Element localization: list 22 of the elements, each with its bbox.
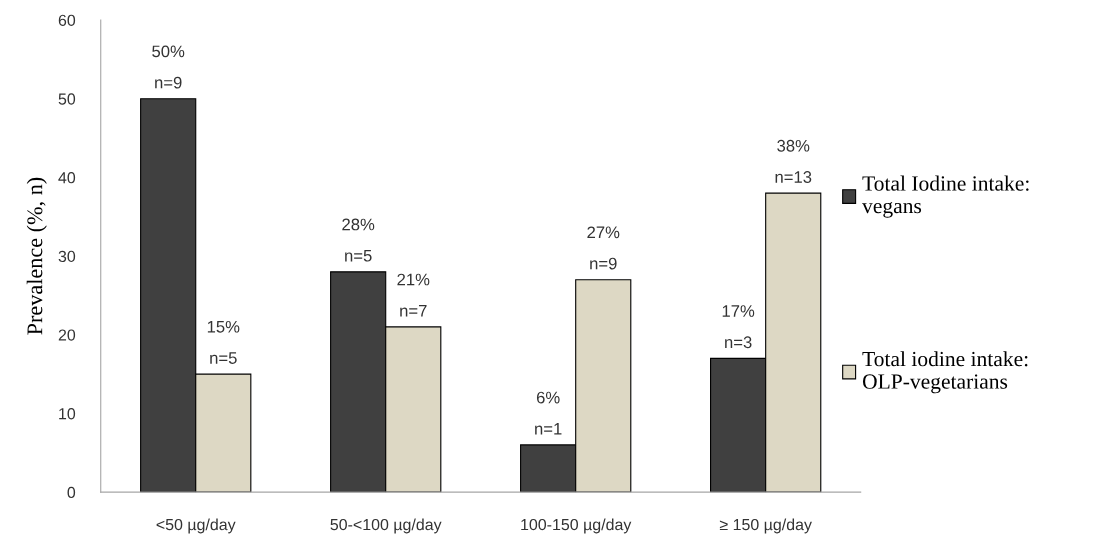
y-tick-label: 30 (58, 250, 76, 263)
data-label: 50% n=9 (152, 45, 185, 89)
data-label: 38% n=13 (775, 139, 812, 183)
y-axis-title: Prevalence (%, n) (26, 177, 47, 335)
data-label: 27% n=9 (587, 226, 620, 270)
data-label: 28% n=5 (342, 218, 375, 262)
y-tick-label: 0 (67, 486, 76, 499)
x-tick-label: 50-<100 µg/day (330, 518, 442, 534)
x-tick-label: 100-150 µg/day (521, 518, 632, 534)
y-tick-label: 20 (58, 329, 76, 341)
data-label: 21% n=7 (397, 273, 430, 317)
legend-label: Total iodine intake: OLP-vegetarians (862, 351, 1028, 394)
x-tick-label: ≥ 150 µg/day (719, 518, 812, 534)
data-label: 15% n=5 (207, 320, 240, 364)
y-tick-label: 60 (58, 14, 76, 26)
data-label: 6% n=1 (535, 391, 562, 435)
data-label: 17% n=3 (722, 305, 755, 349)
y-tick-label: 10 (59, 408, 76, 420)
legend-label: Total Iodine intake: vegans (862, 175, 1029, 218)
y-tick-label: 50 (58, 93, 76, 105)
x-tick-label: <50 µg/day (156, 518, 236, 534)
y-tick-label: 40 (58, 172, 76, 184)
